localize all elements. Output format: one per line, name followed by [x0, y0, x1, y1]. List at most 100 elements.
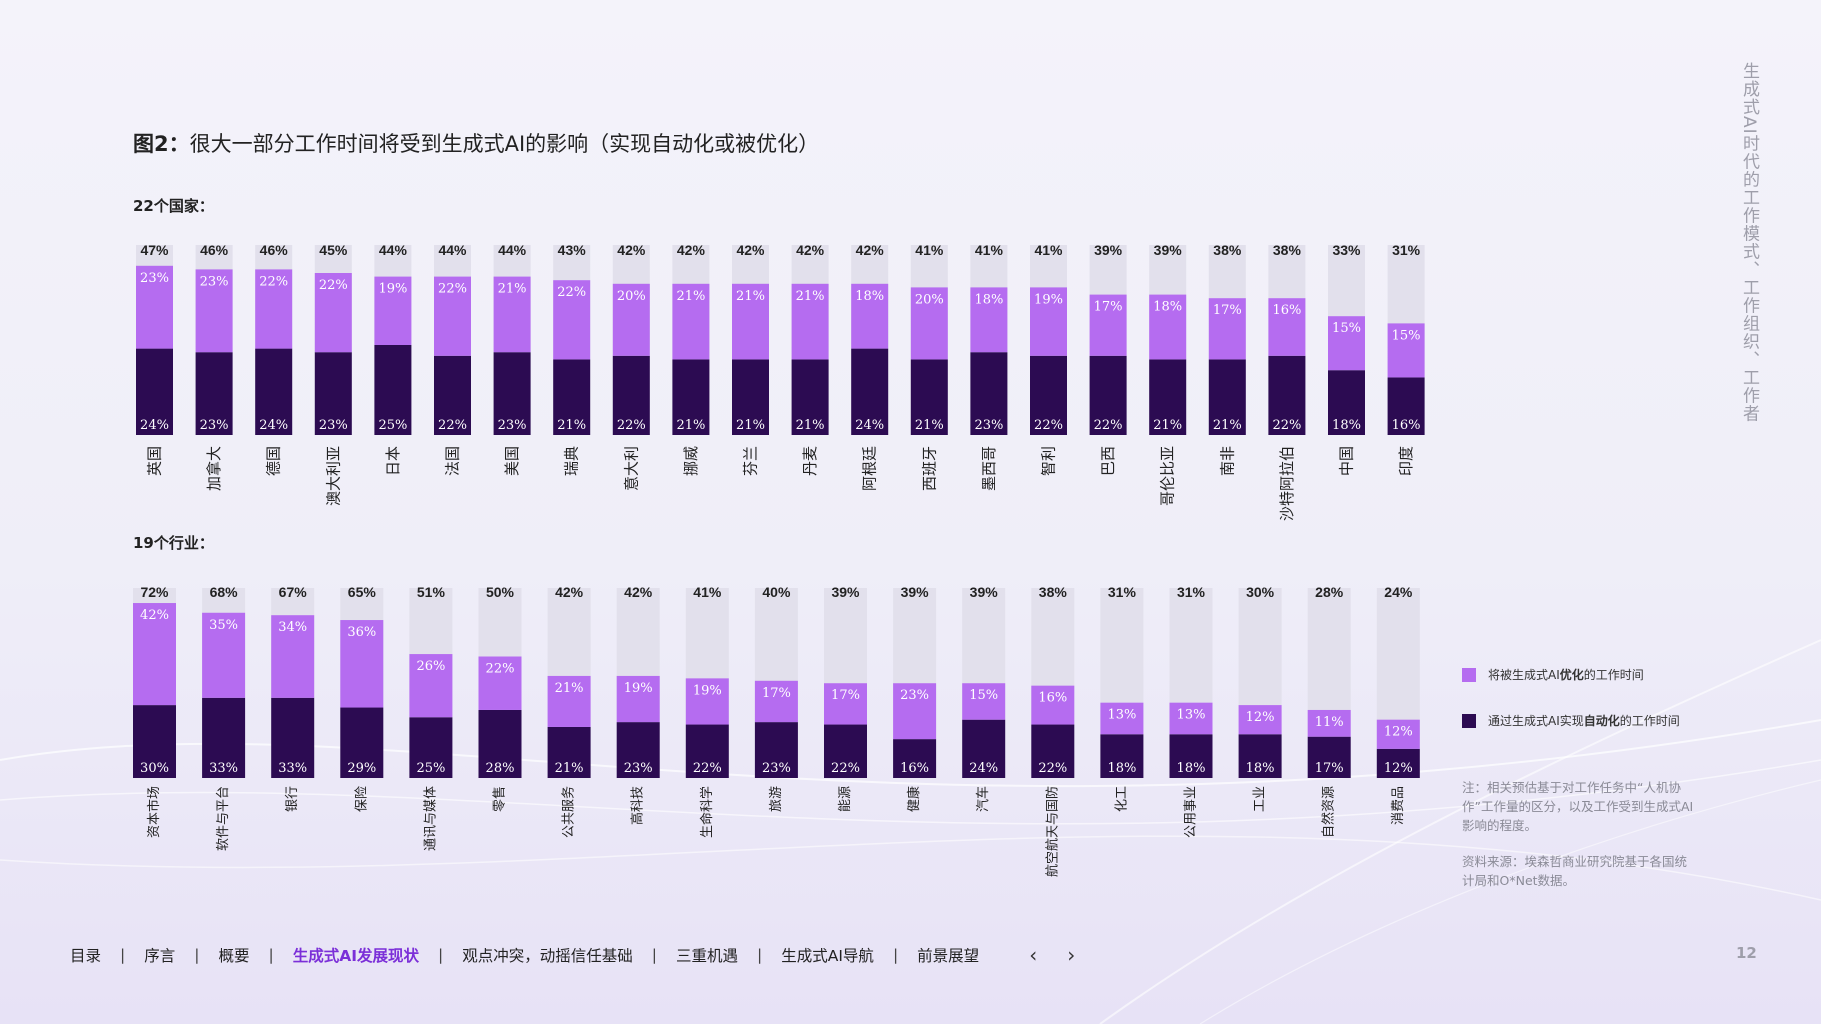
segment-label-optimized: 22%	[486, 662, 515, 677]
countries-stacked-bar-chart: 47% 23% 24% 英国 46% 23% 23% 加拿大 46% 22% 24% 德国 45% 22%…	[136, 242, 1425, 521]
bar-segment-optimized	[1268, 298, 1306, 356]
category-label: 美国	[503, 446, 521, 476]
bar-segment-optimized	[271, 615, 315, 698]
bar-segment-optimized	[202, 612, 246, 698]
bar-segment-automated	[851, 348, 889, 435]
bar-segment-automated	[478, 709, 522, 778]
category-label: 零售	[492, 786, 508, 812]
bar-segment-automated	[133, 705, 176, 778]
segment-label-automated: 22%	[1272, 418, 1301, 433]
page-number: 12	[1736, 944, 1757, 962]
bar-segment-optimized	[1100, 702, 1144, 735]
nav-item-3[interactable]: 概要	[218, 947, 250, 965]
segment-label-automated: 22%	[1094, 418, 1123, 433]
chevron-left-icon[interactable]: ‹	[1029, 943, 1038, 967]
category-label: 公共服务	[561, 786, 577, 838]
bar-segment-optimized	[851, 283, 889, 349]
bar-segment-optimized	[547, 675, 591, 727]
total-label: 38%	[1273, 242, 1302, 258]
category-label: 工业	[1253, 786, 1268, 812]
nav-item-7[interactable]: 生成式AI导航	[781, 947, 874, 965]
segment-label-optimized: 16%	[1038, 691, 1067, 706]
bar-segment-optimized	[314, 273, 352, 353]
bar-segment-automated	[547, 726, 591, 778]
chart-source: 资料来源：埃森哲商业研究院基于各国统计局和O*Net数据。	[1462, 854, 1688, 888]
bar-segment-automated	[1149, 359, 1187, 435]
segment-label-automated: 24%	[259, 418, 288, 433]
segment-label-automated: 21%	[557, 418, 586, 433]
bar-segment-automated	[612, 355, 650, 435]
nav-separator: |	[757, 946, 763, 964]
nav-separator: |	[120, 946, 126, 964]
bar-segment-automated	[910, 359, 948, 435]
segment-label-optimized: 17%	[1094, 300, 1123, 315]
bar-segment-optimized	[374, 276, 412, 345]
category-label: 阿根廷	[861, 446, 879, 491]
nav-item-8[interactable]: 前景展望	[917, 947, 980, 965]
total-label: 45%	[319, 242, 348, 258]
total-label: 33%	[1332, 242, 1361, 258]
bar-segment-automated	[824, 724, 867, 778]
segment-label-automated: 21%	[676, 418, 705, 433]
category-label: 健康	[906, 786, 922, 812]
segment-label-automated: 23%	[319, 418, 348, 433]
bar-segment-automated	[340, 707, 384, 778]
segment-label-automated: 22%	[438, 418, 467, 433]
segment-label-optimized: 19%	[378, 282, 407, 297]
bar-segment-automated	[409, 717, 453, 778]
bar-segment-automated	[1100, 734, 1144, 778]
bar-segment-automated	[136, 348, 173, 435]
bar-segment-automated	[962, 719, 1006, 778]
segment-label-automated: 18%	[1246, 761, 1275, 776]
nav-item-5[interactable]: 观点冲突，动摇信任基础	[462, 947, 633, 965]
bar-segment-automated	[1030, 355, 1067, 435]
total-label: 28%	[1315, 584, 1344, 600]
total-label: 42%	[856, 242, 885, 258]
total-label: 31%	[1392, 242, 1421, 258]
segment-label-optimized: 15%	[1392, 328, 1421, 343]
bar-segment-optimized	[732, 283, 769, 360]
figure-title-number: 图2：	[133, 132, 190, 156]
total-label: 42%	[796, 242, 825, 258]
segment-label-automated: 28%	[486, 761, 515, 776]
bar-segment-automated	[1328, 370, 1365, 435]
segment-label-automated: 23%	[200, 418, 229, 433]
bottom-navigation: 目录 | 序言 | 概要 | 生成式AI发展现状 | 观点冲突，动摇信任基础 | 三重机遇 | 生成式A…	[70, 943, 1075, 967]
nav-item-4[interactable]: 生成式AI发展现状	[292, 947, 420, 965]
total-label: 42%	[617, 242, 646, 258]
nav-item-1[interactable]: 目录	[70, 947, 102, 965]
bar-segment-automated	[893, 739, 937, 778]
category-label: 墨西哥	[980, 446, 998, 491]
category-label: 消费品	[1391, 786, 1406, 825]
total-label: 41%	[693, 584, 722, 600]
nav-separator: |	[892, 946, 899, 964]
bar-segment-optimized	[1376, 719, 1420, 749]
total-label: 31%	[1108, 584, 1137, 600]
bar-segment-optimized	[1031, 685, 1075, 725]
segment-label-optimized: 12%	[1384, 725, 1413, 740]
total-label: 31%	[1177, 584, 1206, 600]
segment-label-optimized: 35%	[209, 618, 238, 633]
nav-item-2[interactable]: 序言	[144, 947, 176, 965]
bar-segment-optimized	[791, 283, 829, 360]
bar-segment-optimized	[685, 678, 729, 725]
category-label: 日本	[384, 446, 402, 476]
segment-label-automated: 24%	[140, 418, 169, 433]
segment-label-automated: 21%	[555, 761, 584, 776]
bar-segment-optimized	[1307, 709, 1351, 737]
nav-item-6[interactable]: 三重机遇	[676, 947, 739, 965]
segment-label-optimized: 17%	[1213, 303, 1242, 318]
segment-label-automated: 23%	[762, 761, 791, 776]
category-label: 软件与平台	[216, 786, 231, 851]
bar-segment-optimized	[1030, 287, 1067, 356]
segment-label-automated: 29%	[347, 761, 376, 776]
legend-swatch-optimized	[1462, 667, 1476, 682]
bar-segment-automated	[271, 697, 315, 778]
bar-segment-automated	[1208, 359, 1246, 435]
bar-segment-automated	[1387, 377, 1425, 435]
bar-segment-automated	[1238, 734, 1282, 778]
segment-label-automated: 22%	[1034, 418, 1063, 433]
category-label: 英国	[146, 446, 164, 476]
chevron-right-icon[interactable]: ›	[1067, 943, 1076, 967]
category-label: 瑞典	[563, 446, 581, 476]
